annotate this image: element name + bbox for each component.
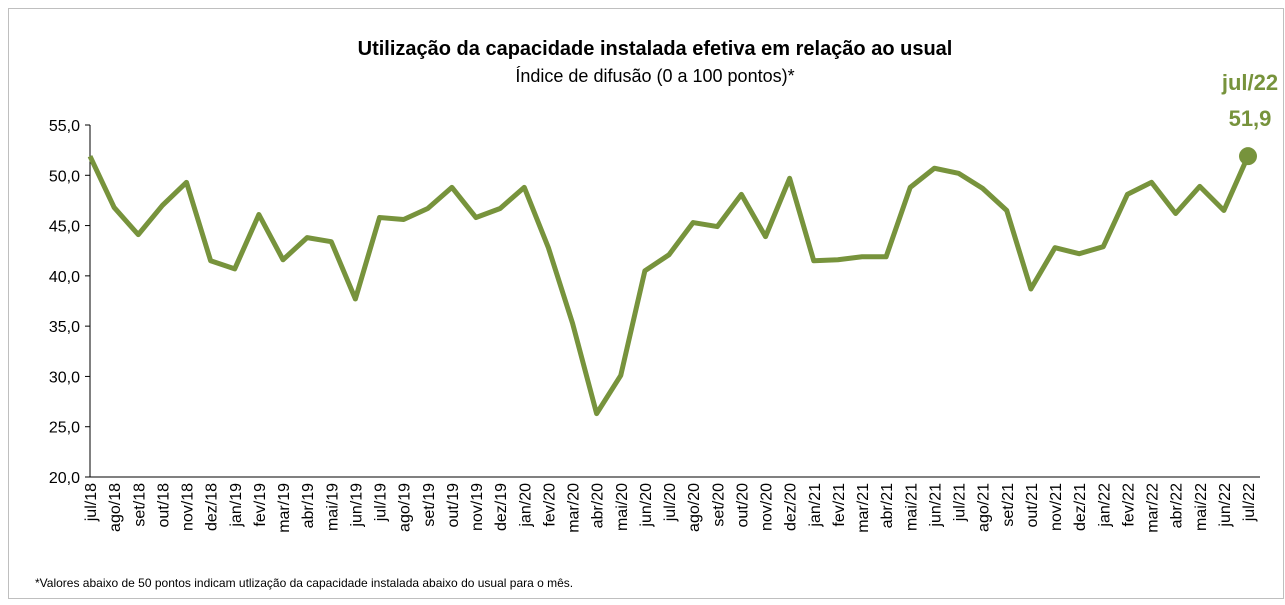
x-tick-label: jun/22 xyxy=(1217,483,1234,528)
x-tick-label: mar/19 xyxy=(276,483,293,533)
x-tick-label: jan/19 xyxy=(228,483,245,528)
x-tick-label: jan/20 xyxy=(517,483,534,528)
x-tick-label: jan/21 xyxy=(807,483,824,528)
x-tick-label: dez/18 xyxy=(204,483,221,531)
x-tick-label: set/20 xyxy=(710,483,727,527)
y-tick-label: 55,0 xyxy=(49,118,80,135)
x-tick-label: abr/21 xyxy=(879,483,896,528)
x-tick-label: jan/22 xyxy=(1096,483,1113,528)
x-tick-label: jun/21 xyxy=(927,483,944,528)
x-tick-label: ago/19 xyxy=(397,483,414,532)
x-tick-label: nov/19 xyxy=(469,483,486,531)
x-tick-label: out/21 xyxy=(1024,483,1041,528)
x-tick-label: abr/22 xyxy=(1169,483,1186,528)
x-tick-label: fev/22 xyxy=(1120,483,1137,527)
x-tick-label: jul/19 xyxy=(373,483,390,522)
x-tick-label: abr/19 xyxy=(300,483,317,528)
chart-border xyxy=(8,8,1284,599)
y-tick-label: 40,0 xyxy=(49,269,80,286)
chart-title: Utilização da capacidade instalada efeti… xyxy=(358,38,953,60)
x-tick-label: ago/20 xyxy=(686,483,703,532)
x-tick-label: nov/18 xyxy=(180,483,197,531)
x-tick-label: jul/22 xyxy=(1241,483,1258,522)
x-tick-label: ago/18 xyxy=(107,483,124,532)
x-tick-label: out/18 xyxy=(155,483,172,528)
y-tick-label: 30,0 xyxy=(49,369,80,386)
data-label: 51,9 xyxy=(1229,106,1272,131)
y-tick-label: 20,0 xyxy=(49,470,80,487)
x-tick-label: jul/18 xyxy=(83,483,100,522)
line-series xyxy=(87,155,1251,417)
x-tick-label: dez/20 xyxy=(783,483,800,531)
x-tick-label: mai/21 xyxy=(903,483,920,531)
x-tick-label: mar/22 xyxy=(1145,483,1162,533)
x-tick-label: abr/20 xyxy=(590,483,607,528)
footnote: *Valores abaixo de 50 pontos indicam utl… xyxy=(35,576,573,590)
annotation: jul/22 xyxy=(1221,70,1278,95)
x-tick-label: dez/21 xyxy=(1072,483,1089,531)
x-tick-label: nov/20 xyxy=(759,483,776,531)
x-tick-label: fev/21 xyxy=(831,483,848,527)
x-tick-label: jul/21 xyxy=(952,483,969,522)
point-marker xyxy=(1239,147,1257,166)
x-tick-label: jul/20 xyxy=(662,483,679,522)
x-tick-label: mar/21 xyxy=(855,483,872,533)
x-tick-label: set/21 xyxy=(1000,483,1017,527)
x-tick-label: fev/20 xyxy=(541,483,558,527)
x-tick-label: nov/21 xyxy=(1048,483,1065,531)
x-tick-label: set/18 xyxy=(131,483,148,527)
x-tick-label: mar/20 xyxy=(566,483,583,533)
x-tick-label: out/20 xyxy=(734,483,751,528)
y-tick-label: 25,0 xyxy=(49,420,80,437)
y-tick-label: 50,0 xyxy=(49,168,80,185)
x-tick-label: out/19 xyxy=(445,483,462,528)
x-tick-label: ago/21 xyxy=(976,483,993,532)
x-tick-label: jun/19 xyxy=(348,483,365,528)
x-tick-label: set/19 xyxy=(421,483,438,527)
x-tick-label: mai/22 xyxy=(1193,483,1210,531)
y-tick-label: 45,0 xyxy=(49,219,80,236)
x-tick-label: jun/20 xyxy=(638,483,655,528)
chart-subtitle: Índice de difusão (0 a 100 pontos)* xyxy=(515,66,794,86)
x-tick-label: fev/19 xyxy=(252,483,269,527)
y-tick-label: 35,0 xyxy=(49,319,80,336)
x-tick-label: mai/19 xyxy=(324,483,341,531)
x-tick-label: dez/19 xyxy=(493,483,510,531)
x-tick-label: mai/20 xyxy=(614,483,631,531)
